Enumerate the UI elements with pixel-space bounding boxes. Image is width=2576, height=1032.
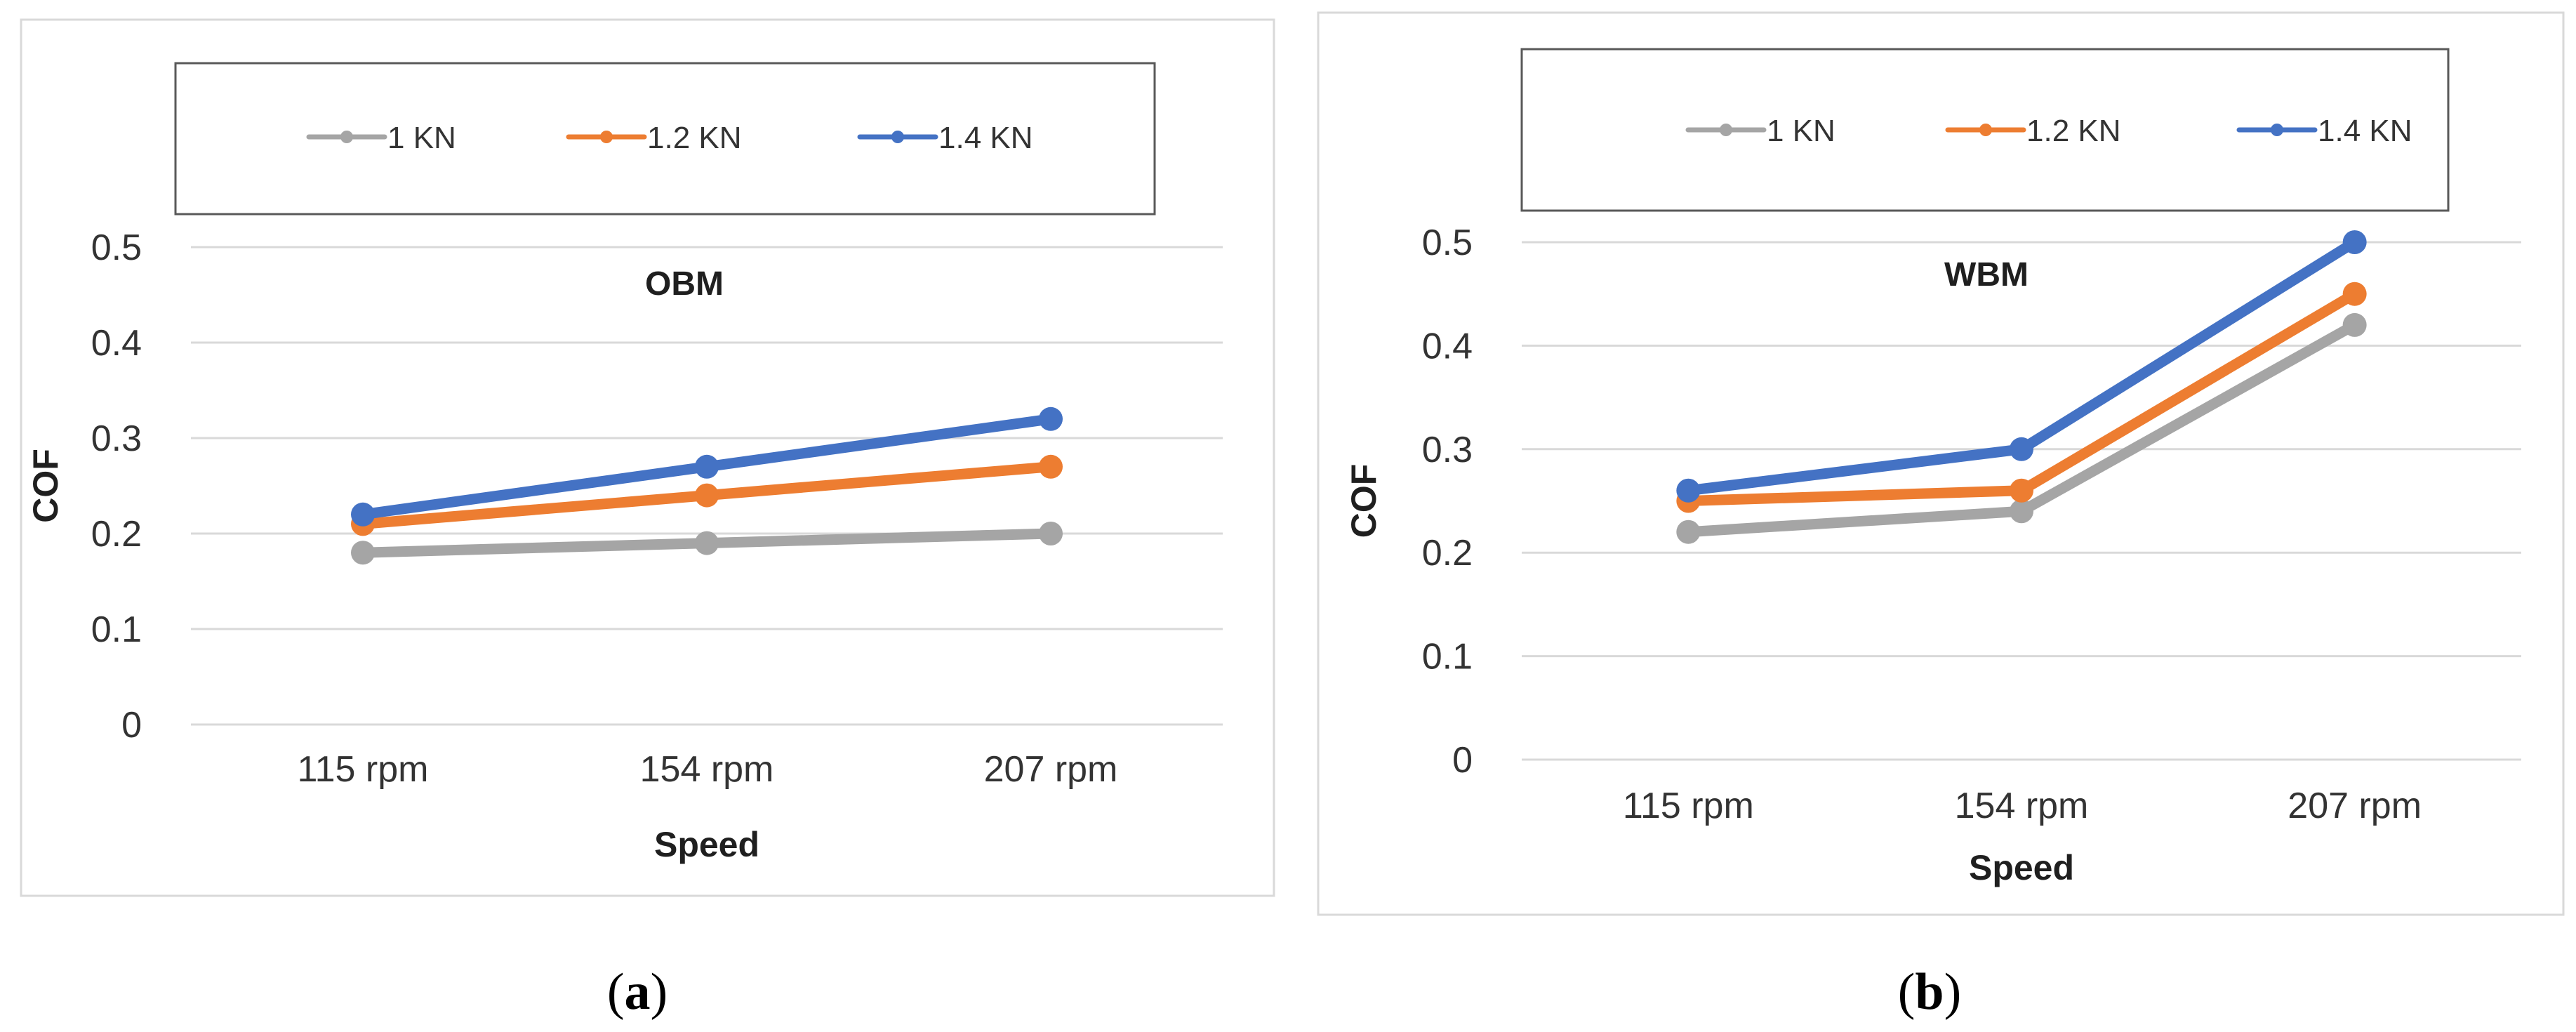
legend-label: 1.2 KN	[647, 121, 742, 155]
chart-title: OBM	[645, 265, 724, 303]
x-tick-label: 154 rpm	[1955, 786, 2089, 826]
x-tick-label: 154 rpm	[640, 749, 774, 790]
legend-swatch-marker	[891, 131, 904, 143]
y-tick-label: 0	[121, 705, 142, 746]
legend-swatch-marker	[340, 131, 353, 143]
x-tick-label: 207 rpm	[984, 749, 1118, 790]
y-tick-label: 0.3	[1422, 430, 1473, 470]
data-point	[351, 502, 375, 527]
legend-swatch-marker	[1720, 124, 1732, 136]
y-tick-label: 0.4	[91, 323, 142, 364]
data-point	[695, 454, 719, 479]
legend-label: 1 KN	[1767, 114, 1835, 148]
caption-close: )	[651, 963, 668, 1021]
data-point	[2010, 499, 2033, 524]
data-point	[2010, 437, 2033, 461]
data-point	[2010, 478, 2033, 503]
y-tick-label: 0	[1452, 740, 1473, 781]
legend-swatch-marker	[2271, 124, 2283, 136]
data-point	[351, 541, 375, 565]
y-tick-label: 0.1	[1422, 637, 1473, 677]
data-point	[695, 531, 719, 555]
data-point	[1039, 454, 1063, 479]
x-tick-label: 115 rpm	[1623, 786, 1754, 826]
y-axis-title: COF	[1344, 464, 1383, 538]
legend-label: 1.4 KN	[2318, 114, 2412, 148]
legend-label: 1 KN	[387, 121, 456, 155]
chart-title: WBM	[1944, 256, 2029, 293]
caption-open: (	[607, 963, 625, 1021]
data-point	[1676, 478, 1701, 503]
y-tick-label: 0.1	[91, 609, 142, 650]
y-tick-label: 0.3	[91, 418, 142, 459]
data-point	[695, 483, 719, 508]
chart-a: 1 KN 1.2 KN 1.4 KN 0 0.1 0.2 0.3 0.4 0.5 115 rpm 1…	[20, 18, 1275, 1021]
data-point	[2342, 312, 2367, 337]
legend-swatch-marker	[1979, 124, 1992, 136]
x-axis-title: Speed	[1969, 848, 2074, 887]
chart-b: 1 KN 1.2 KN 1.4 KN 0 0.1 0.2 0.3 0.4 0.5 115 rpm 1…	[1317, 11, 2565, 1021]
data-point	[1039, 522, 1063, 545]
data-point	[1039, 406, 1063, 431]
y-tick-label: 0.2	[91, 514, 142, 555]
data-point	[2342, 282, 2367, 306]
x-tick-label: 115 rpm	[298, 749, 429, 790]
caption-open: (	[1898, 963, 1916, 1021]
figure-caption: (b)	[1898, 963, 1961, 1021]
x-tick-label: 207 rpm	[2288, 786, 2422, 826]
y-tick-label: 0.2	[1422, 533, 1473, 574]
y-axis-title: COF	[26, 449, 65, 523]
data-point	[2342, 230, 2367, 254]
y-tick-label: 0.5	[1422, 223, 1473, 263]
data-point	[1676, 520, 1701, 544]
legend-swatch-marker	[600, 131, 613, 143]
y-tick-label: 0.5	[91, 227, 142, 268]
x-axis-title: Speed	[654, 825, 759, 864]
y-tick-label: 0.4	[1422, 326, 1473, 366]
figure-caption: (a)	[607, 963, 668, 1021]
legend-label: 1.2 KN	[2026, 114, 2121, 148]
caption-letter: a	[625, 963, 651, 1021]
caption-close: )	[1944, 963, 1962, 1021]
legend-label: 1.4 KN	[938, 121, 1033, 155]
caption-letter: b	[1915, 963, 1944, 1021]
